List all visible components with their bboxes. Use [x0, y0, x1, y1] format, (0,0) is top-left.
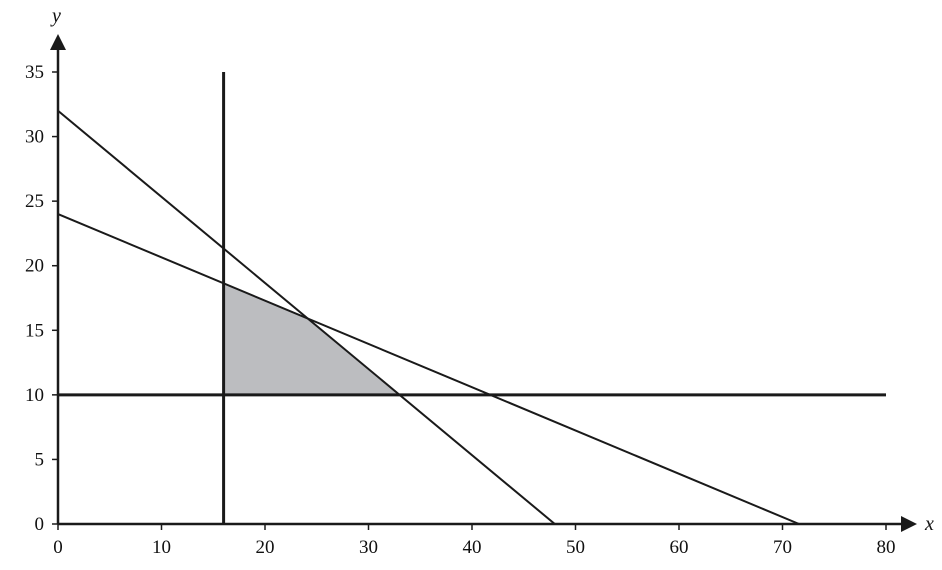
x-tick-label: 50	[566, 537, 585, 558]
y-tick-label: 15	[25, 320, 44, 341]
x-tick-label: 60	[670, 537, 689, 558]
y-tick-label: 10	[25, 385, 44, 406]
y-tick-label: 20	[25, 256, 44, 277]
constraint-line-4	[57, 213, 800, 525]
x-tick-label: 0	[53, 537, 63, 558]
feasible-region	[223, 283, 400, 395]
x-tick-label: 20	[256, 537, 275, 558]
feasible-region-layer	[223, 283, 400, 395]
x-axis-label: x	[924, 513, 934, 535]
y-axis-label: y	[50, 5, 61, 27]
x-tick-label: 80	[877, 537, 896, 558]
y-tick-label: 0	[35, 514, 45, 535]
y-tick-label: 30	[25, 127, 44, 148]
x-tick-label: 30	[359, 537, 378, 558]
tick-labels-layer: 0 10 20 30 40 50 60 70 80 0 5 10 15 20 25 30 35	[25, 62, 896, 558]
constraint-lines-layer	[57, 72, 886, 525]
x-tick-label: 70	[773, 537, 792, 558]
x-tick-label: 10	[152, 537, 171, 558]
y-tick-label: 35	[25, 62, 44, 83]
y-axis-arrowhead	[50, 34, 66, 50]
axes-layer	[50, 34, 917, 532]
y-tick-label: 25	[25, 191, 44, 212]
x-tick-label: 40	[463, 537, 482, 558]
x-axis-arrowhead	[901, 516, 917, 532]
y-tick-label: 5	[35, 449, 45, 470]
